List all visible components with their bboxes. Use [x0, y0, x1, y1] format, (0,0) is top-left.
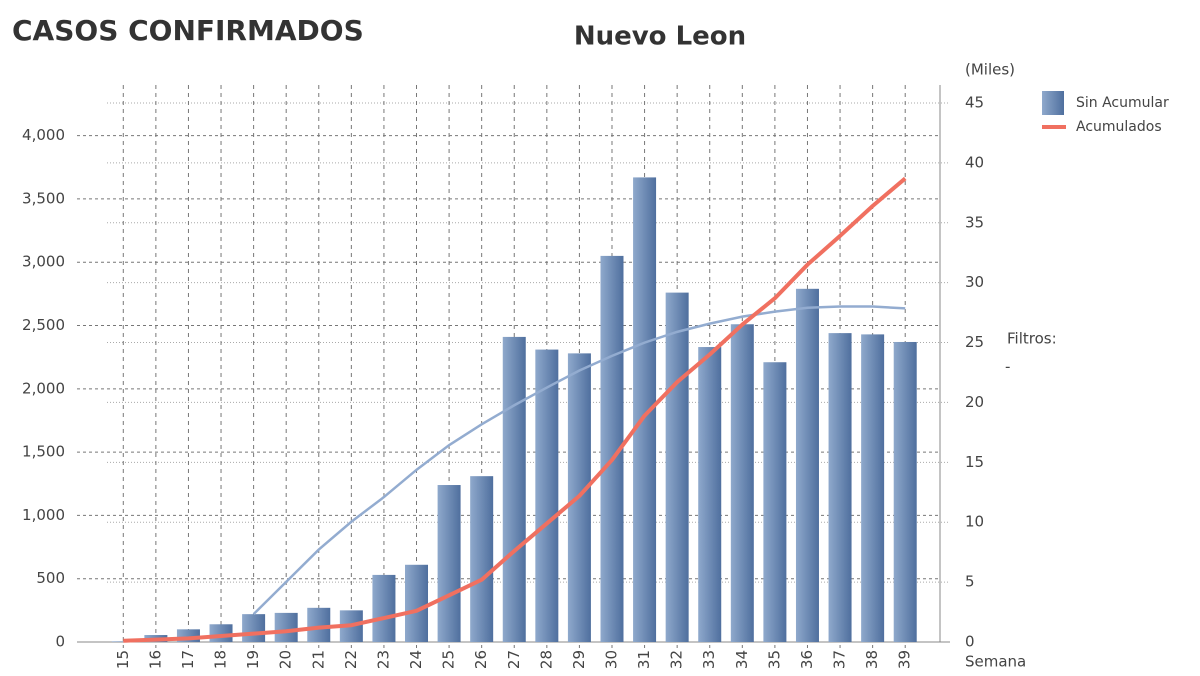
trend-line — [252, 305, 906, 616]
y2-tick-label: 35 — [965, 213, 984, 231]
y2-tick-label: 10 — [965, 513, 984, 531]
x-tick-label: 29 — [570, 650, 588, 669]
x-tick-label: 34 — [733, 650, 751, 669]
x-tick-label: 16 — [146, 650, 164, 669]
y-tick-label: 500 — [36, 569, 65, 587]
y-tick-label: 2,500 — [22, 316, 65, 334]
x-tick-label: 22 — [342, 650, 360, 669]
x-tick-label: 36 — [798, 650, 816, 669]
y2-tick-label: 30 — [965, 273, 984, 291]
y2-tick-label: 25 — [965, 333, 984, 351]
bar — [633, 177, 657, 642]
filter-value: - — [1005, 358, 1010, 376]
x-tick-label: 25 — [440, 650, 458, 669]
bar — [372, 574, 396, 642]
legend-label: Acumulados — [1076, 119, 1162, 135]
y-tick-label: 3,000 — [22, 253, 65, 271]
x-tick-label: 30 — [602, 650, 620, 669]
filter-label: Filtros: — [1007, 330, 1057, 348]
y2-axis-label: (Miles) — [965, 61, 1015, 79]
x-tick-label: 35 — [765, 650, 783, 669]
line — [123, 176, 907, 643]
bar — [535, 349, 559, 642]
x-tick-label: 21 — [309, 650, 327, 669]
bar — [405, 564, 429, 642]
y-tick-label: 2,000 — [22, 379, 65, 397]
x-tick-label: 38 — [863, 650, 881, 669]
x-tick-label: 18 — [212, 650, 230, 669]
x-tick-label: 15 — [114, 650, 132, 669]
y-tick-label: 3,500 — [22, 189, 65, 207]
y2-tick-label: 45 — [965, 93, 984, 111]
legend-label: Sin Acumular — [1076, 95, 1169, 111]
bar — [893, 341, 917, 642]
x-tick-label: 33 — [700, 650, 718, 669]
bar — [861, 334, 885, 642]
bar — [665, 292, 689, 642]
bar — [242, 614, 266, 642]
y-tick-label: 1,000 — [22, 506, 65, 524]
x-tick-label: 28 — [537, 650, 555, 669]
bar — [730, 324, 754, 642]
x-tick-label: 23 — [374, 650, 392, 669]
bar — [437, 485, 461, 642]
y2-tick-label: 0 — [965, 633, 975, 651]
x-tick-label: 19 — [244, 650, 262, 669]
x-tick-label: 31 — [635, 650, 653, 669]
bar — [209, 624, 233, 642]
y2-tick-label: 15 — [965, 453, 984, 471]
bar — [763, 362, 787, 642]
bar — [828, 333, 852, 642]
y-tick-label: 1,500 — [22, 443, 65, 461]
bar — [698, 347, 722, 642]
x-tick-label: 39 — [896, 650, 914, 669]
bar — [502, 336, 526, 642]
y2-tick-label: 5 — [965, 573, 975, 591]
x-tick-label: 24 — [407, 650, 425, 669]
x-tick-label: 32 — [668, 650, 686, 669]
y2-tick-label: 20 — [965, 393, 984, 411]
x-axis-label: Semana — [965, 653, 1026, 671]
y-tick-label: 0 — [55, 633, 65, 651]
x-tick-label: 27 — [505, 650, 523, 669]
y2-tick-label: 40 — [965, 153, 984, 171]
bar — [307, 607, 331, 642]
legend-swatch — [1042, 91, 1064, 115]
bar — [470, 476, 494, 642]
y-tick-label: 4,000 — [22, 126, 65, 144]
x-tick-label: 26 — [472, 650, 490, 669]
chart-title: CASOS CONFIRMADOS — [12, 14, 364, 47]
bar — [795, 288, 819, 642]
bar — [274, 612, 298, 642]
x-tick-label: 20 — [277, 650, 295, 669]
x-tick-label: 37 — [831, 650, 849, 669]
bar — [111, 641, 135, 642]
x-tick-label: 17 — [179, 650, 197, 669]
chart-subtitle: Nuevo Leon — [574, 22, 746, 52]
